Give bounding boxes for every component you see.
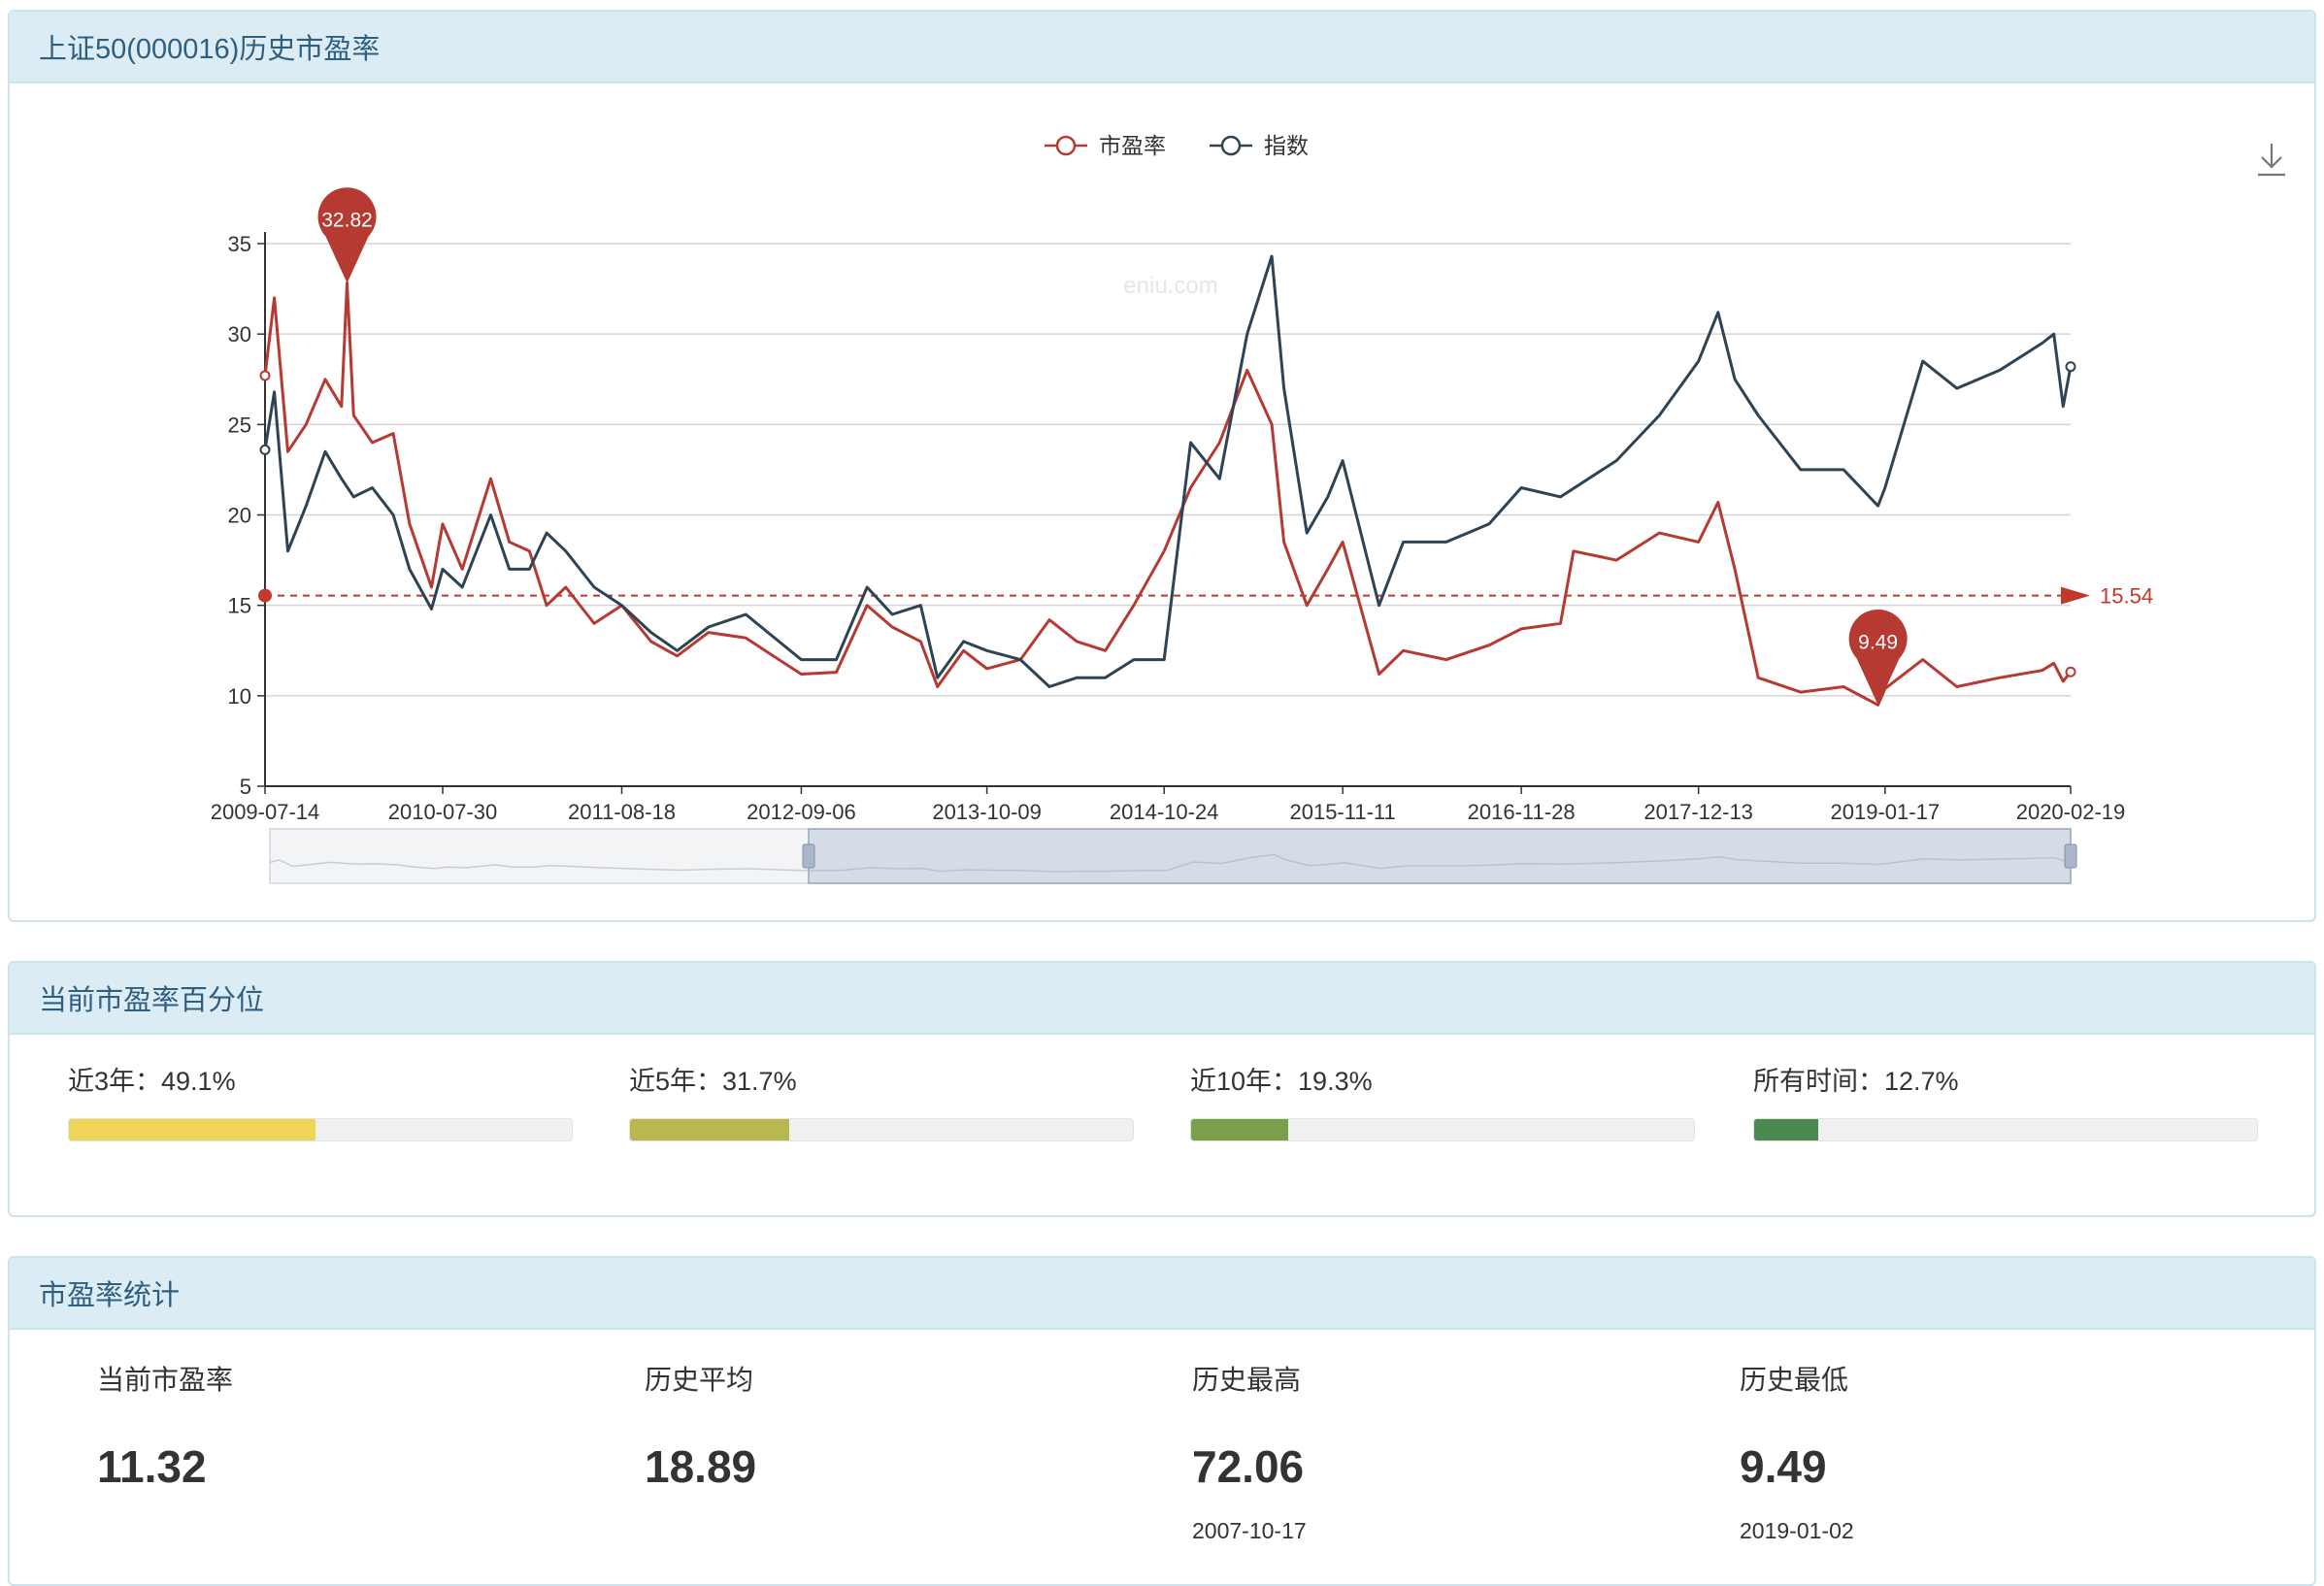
legend[interactable]: 市盈率 指数 [1045, 133, 1309, 158]
percentile-item-all: 所有时间：12.7% [1753, 1060, 2258, 1141]
stat-label: 历史平均 [645, 1365, 754, 1395]
datazoom-slider[interactable] [269, 828, 2077, 884]
stat-average: 历史平均 18.89 [645, 1359, 1149, 1518]
stat-current-pe: 当前市盈率 11.32 [97, 1359, 602, 1518]
legend-circle [1055, 135, 1077, 156]
stat-value: 9.49 [1740, 1441, 1827, 1492]
x-tick-label: 2020-02-19 [2016, 800, 2126, 824]
series-line-指数 [263, 254, 2073, 688]
stat-date: 2019-01-02 [1740, 1518, 1854, 1543]
series-end-point [2065, 666, 2076, 677]
percentile-bar [1753, 1118, 2258, 1141]
x-tick-label: 2014-10-24 [1110, 800, 1219, 824]
marker-pin-shape [1848, 609, 1908, 706]
percentile-panel: 当前市盈率百分位 近3年：49.1% 近5年：31.7% 近10年：19.3% … [8, 961, 2316, 1217]
stat-value: 11.32 [97, 1441, 207, 1492]
stat-label: 历史最高 [1192, 1365, 1302, 1395]
y-tick-label: 20 [228, 504, 251, 528]
series-end-point [259, 370, 271, 381]
x-tick-label: 2019-01-17 [1831, 800, 1941, 824]
stat-value: 72.06 [1192, 1441, 1305, 1492]
x-tick-label: 2011-08-18 [568, 800, 676, 824]
stat-label: 历史最低 [1740, 1365, 1849, 1395]
panel-title-pe-history: 上证50(000016)历史市盈率 [10, 12, 2314, 83]
average-line-arrow [2061, 586, 2090, 605]
percentile-label: 近3年：49.1% [68, 1067, 236, 1096]
markers: 32.82 9.49 [317, 187, 1908, 706]
percentile-label: 近5年：31.7% [629, 1067, 797, 1096]
percentile-item-5y: 近5年：31.7% [629, 1060, 1134, 1141]
marker-pin-min: 9.49 [1848, 609, 1908, 706]
percentile-bar [629, 1118, 1134, 1141]
series-lines[interactable] [259, 254, 2076, 707]
stat-lowest: 历史最低 9.49 2019-01-02 [1740, 1359, 2244, 1544]
average-line: 15.54 [258, 584, 2153, 609]
watermark-text: eniu.com [1123, 273, 1217, 299]
y-tick-label: 15 [228, 594, 251, 618]
datazoom-preview-line [269, 853, 2072, 873]
pe-history-panel: 上证50(000016)历史市盈率 eniu.com 5 10 15 20 25 30 35… [8, 10, 2316, 922]
legend-label: 市盈率 [1099, 133, 1166, 158]
percentile-fill [69, 1119, 316, 1140]
grid-lines [265, 243, 2071, 697]
x-tick-label: 2015-11-11 [1289, 800, 1395, 824]
x-tick-label: 2010-07-30 [388, 800, 498, 824]
axes: 5 10 15 20 25 30 35 2009-07-14 2010-07-30 2011-08… [211, 232, 2126, 824]
percentile-fill [630, 1119, 790, 1140]
percentile-bar [1190, 1118, 1695, 1141]
x-tick-label: 2012-09-06 [747, 800, 856, 824]
datazoom-handle[interactable] [2064, 843, 2077, 869]
legend-item-指数[interactable]: 指数 [1210, 133, 1309, 158]
x-tick-label: 2017-12-13 [1643, 800, 1753, 824]
stat-date: 2007-10-17 [1192, 1518, 1307, 1543]
percentile-item-10y: 近10年：19.3% [1190, 1060, 1695, 1141]
pe-history-chart[interactable]: eniu.com 5 10 15 20 25 30 35 2009-07-14 2010-07-… [10, 85, 2316, 922]
series-end-point [259, 444, 271, 455]
series-line-市盈率 [263, 281, 2073, 707]
legend-item-市盈率[interactable]: 市盈率 [1045, 133, 1166, 158]
percentile-fill [1754, 1119, 1818, 1140]
panel-title-percentile: 当前市盈率百分位 [10, 963, 2314, 1035]
y-tick-label: 10 [228, 684, 251, 709]
average-line-label: 15.54 [2100, 584, 2153, 609]
x-tick-label: 2016-11-28 [1468, 800, 1576, 824]
y-tick-label: 30 [228, 322, 251, 347]
datazoom-handle[interactable] [802, 843, 815, 869]
series-end-point [2065, 361, 2076, 373]
y-tick-label: 5 [240, 775, 251, 799]
y-tick-label: 25 [228, 413, 251, 437]
pe-stats-panel: 市盈率统计 当前市盈率 11.32 历史平均 18.89 历史最高 72.06 … [8, 1256, 2316, 1586]
panel-title-stats: 市盈率统计 [10, 1258, 2314, 1330]
datazoom-selection [808, 828, 2072, 884]
percentile-fill [1191, 1119, 1288, 1140]
stat-value: 18.89 [645, 1441, 757, 1492]
x-tick-label: 2009-07-14 [211, 800, 320, 824]
percentile-bar [68, 1118, 573, 1141]
stat-highest: 历史最高 72.06 2007-10-17 [1192, 1359, 1697, 1544]
download-icon[interactable] [2258, 144, 2285, 177]
marker-pin-shape [317, 187, 377, 283]
percentile-label: 近10年：19.3% [1190, 1067, 1373, 1096]
x-tick-label: 2013-10-09 [932, 800, 1042, 824]
legend-circle [1220, 135, 1242, 156]
percentile-item-3y: 近3年：49.1% [68, 1060, 573, 1141]
average-line-start-dot [258, 588, 272, 603]
legend-label: 指数 [1264, 133, 1309, 158]
marker-label: 32.82 [321, 210, 373, 232]
marker-label: 9.49 [1858, 631, 1898, 653]
marker-pin-max: 32.82 [317, 187, 377, 283]
y-tick-label: 35 [228, 232, 251, 256]
percentile-label: 所有时间：12.7% [1753, 1067, 1959, 1096]
stat-label: 当前市盈率 [97, 1365, 234, 1395]
